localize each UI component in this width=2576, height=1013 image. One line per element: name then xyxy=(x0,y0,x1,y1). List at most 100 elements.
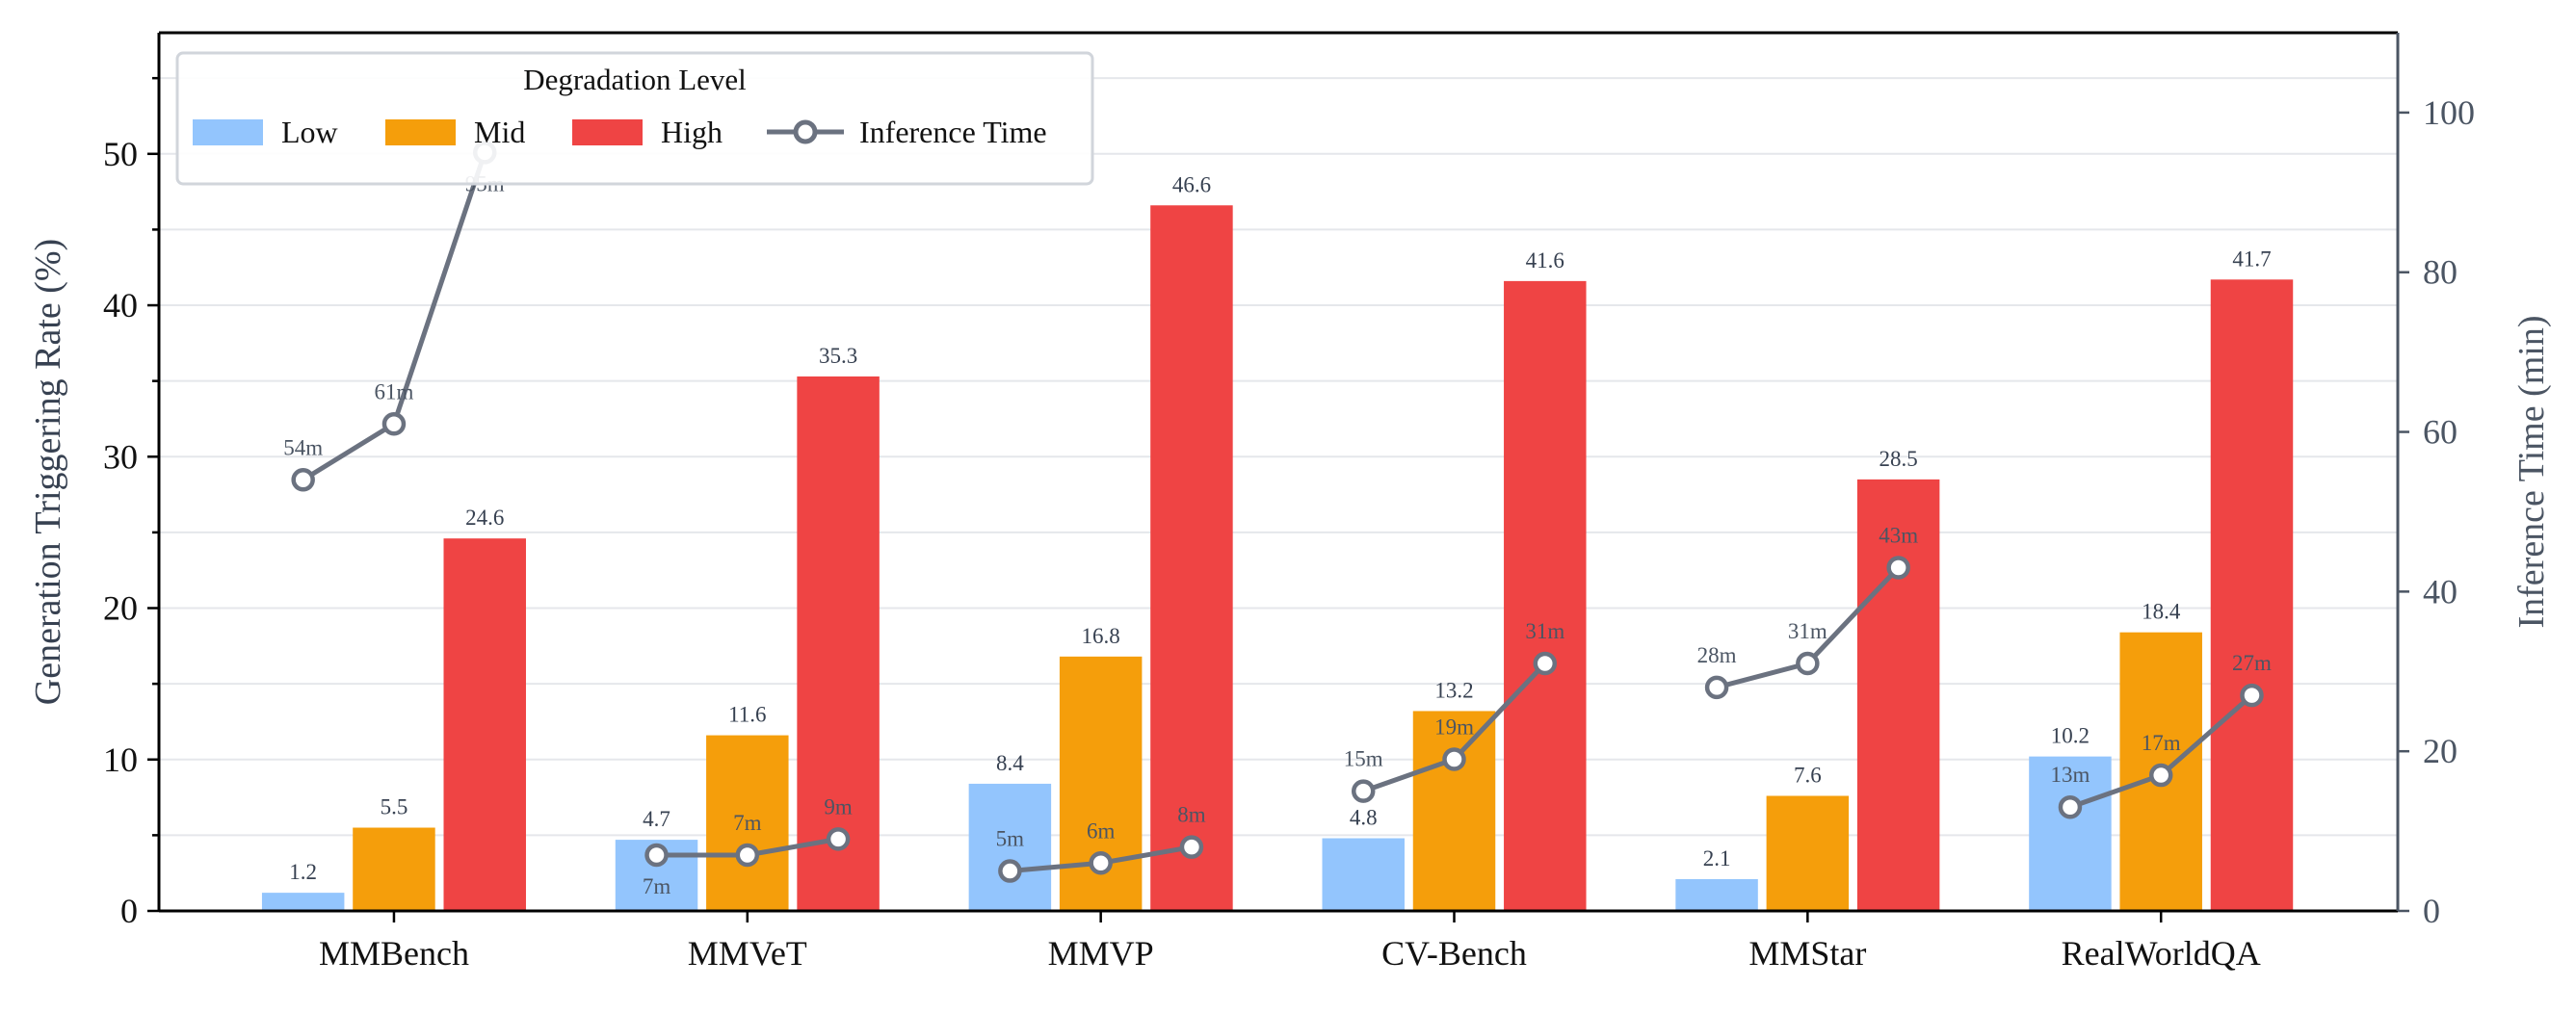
inference-time-label: 8m xyxy=(1177,803,1206,827)
bar-high xyxy=(1856,479,1940,911)
legend-title: Degradation Level xyxy=(523,63,747,96)
inference-time-point xyxy=(998,859,1022,883)
bar-mid xyxy=(1412,711,1496,911)
bar-value-label: 13.2 xyxy=(1434,678,1473,702)
inference-time-label: 19m xyxy=(1434,714,1474,739)
inference-time-label: 31m xyxy=(1525,619,1564,643)
y2-tick-label: 80 xyxy=(2423,253,2458,292)
bar-value-label: 35.3 xyxy=(819,344,857,368)
inference-time-point xyxy=(1796,651,1820,676)
x-tick-label: RealWorldQA xyxy=(2062,934,2261,973)
legend-label-low: Low xyxy=(281,115,338,149)
bar-mid xyxy=(1766,795,1850,911)
bar-high xyxy=(443,538,526,911)
inference-time-point xyxy=(1533,651,1558,676)
bar-value-label: 8.4 xyxy=(996,751,1024,775)
inference-time-point xyxy=(644,843,669,868)
axes: 0 10 20 30 40 50 0 20 40 60 80 100 MMBench MMVeT MMVP C… xyxy=(103,31,2475,973)
inference-time-point xyxy=(1886,556,1910,580)
bar-value-label: 16.8 xyxy=(1082,624,1120,648)
inference-time-point xyxy=(2240,683,2264,708)
legend-swatch-high xyxy=(572,119,643,145)
legend-swatch-low xyxy=(193,119,263,145)
bar-low xyxy=(1675,878,1758,911)
y2-tick-label: 20 xyxy=(2423,732,2458,770)
inference-time-label: 27m xyxy=(2232,651,2272,675)
bar-value-label: 4.8 xyxy=(1350,806,1378,830)
bar-value-label: 5.5 xyxy=(381,795,408,819)
legend-label-high: High xyxy=(661,115,723,149)
inference-time-label: 28m xyxy=(1697,643,1737,667)
y2-tick-label: 100 xyxy=(2423,93,2475,132)
bar-value-label: 46.6 xyxy=(1172,172,1211,196)
bar-value-label: 1.2 xyxy=(289,860,317,884)
x-tick-label: CV-Bench xyxy=(1381,934,1527,973)
bar-value-label: 11.6 xyxy=(728,703,766,727)
bar-value-label: 24.6 xyxy=(465,506,504,530)
bar-mid xyxy=(353,827,435,911)
inference-time-point xyxy=(1089,851,1113,875)
inference-time-point xyxy=(1351,779,1376,803)
legend-box xyxy=(175,51,1094,186)
bar-labels: 1.2 4.7 8.4 4.8 2.1 10.2 5.5 11.6 16.8 13.2 7.6 18.… xyxy=(289,172,2271,884)
inference-time-point xyxy=(2058,794,2083,819)
y-tick-label: 50 xyxy=(103,135,138,173)
bar-high xyxy=(797,376,880,911)
inference-time-point xyxy=(1704,675,1729,700)
x-tick-label: MMStar xyxy=(1748,934,1866,973)
bar-low xyxy=(1322,838,1405,911)
x-tick-label: MMVP xyxy=(1048,934,1154,973)
y2-axis-label: Inference Time (min) xyxy=(2511,315,2552,628)
inference-time-label: 54m xyxy=(283,435,323,459)
y-tick-label: 0 xyxy=(120,892,138,930)
bar-low xyxy=(2029,756,2112,911)
bar-value-label: 7.6 xyxy=(1794,763,1822,787)
bar-value-label: 41.6 xyxy=(1526,248,1564,273)
bar-mid xyxy=(706,735,789,911)
inference-time-point xyxy=(735,843,760,868)
y2-tick-label: 40 xyxy=(2423,572,2458,610)
bar-value-label: 41.7 xyxy=(2232,247,2271,271)
inference-time-label: 17m xyxy=(2142,731,2181,755)
inference-time-label: 61m xyxy=(375,379,414,403)
y2-tick-label: 60 xyxy=(2423,413,2458,452)
inference-time-point xyxy=(381,412,407,436)
x-tick-label: MMBench xyxy=(319,934,469,973)
inference-time-label: 43m xyxy=(1879,523,1918,547)
inference-time-label: 13m xyxy=(2050,763,2090,787)
inference-time-label: 15m xyxy=(1344,747,1383,771)
inference-time-line: 54m61m95m7m7m9m5m6m8m15m19m31m28m31m43m1… xyxy=(283,141,2272,898)
legend-label-inference-time: Inference Time xyxy=(859,115,1047,149)
bar-value-label: 10.2 xyxy=(2051,724,2090,748)
bar-value-label: 28.5 xyxy=(1879,447,1918,471)
y-tick-label: 30 xyxy=(103,437,138,476)
inference-time-label: 7m xyxy=(643,874,671,898)
legend-marker-icon xyxy=(793,119,818,144)
inference-time-point xyxy=(2148,763,2173,788)
bar-value-label: 18.4 xyxy=(2142,600,2181,624)
inference-time-point xyxy=(1179,835,1204,859)
bar-low xyxy=(968,783,1052,911)
inference-time-label: 31m xyxy=(1788,619,1827,643)
inference-time-label: 6m xyxy=(1087,818,1116,843)
inference-time-point xyxy=(826,827,851,851)
y-axis-label: Generation Triggering Rate (%) xyxy=(28,239,68,705)
legend-swatch-mid xyxy=(385,119,456,145)
y-tick-label: 10 xyxy=(103,740,138,779)
bar-high xyxy=(2210,279,2294,911)
inference-time-label: 9m xyxy=(824,794,853,818)
inference-time-point xyxy=(291,468,315,492)
inference-time-label: 7m xyxy=(733,811,762,835)
legend-label-mid: Mid xyxy=(474,115,525,149)
bar-value-label: 2.1 xyxy=(1703,846,1731,870)
y2-tick-label: 0 xyxy=(2423,892,2440,930)
bar-value-label: 4.7 xyxy=(643,807,670,831)
bar-high xyxy=(1150,205,1233,911)
legend: Degradation Level Low Mid High Inference… xyxy=(175,51,1094,186)
bars xyxy=(261,205,2294,911)
y-tick-label: 20 xyxy=(103,589,138,628)
bar-high xyxy=(1504,280,1587,911)
y-tick-label: 40 xyxy=(103,286,138,325)
inference-time-point xyxy=(1442,747,1466,771)
